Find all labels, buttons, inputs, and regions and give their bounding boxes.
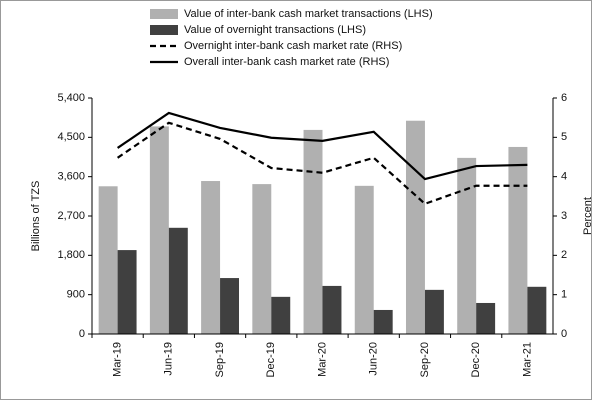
x-tick-label: Dec-20: [470, 342, 482, 377]
y-tick-label: 0: [79, 328, 85, 340]
legend-swatch: [150, 25, 178, 35]
x-tick-label: Mar-19: [112, 342, 124, 377]
line-series: [116, 111, 528, 181]
y-tick-label: 2,700: [57, 210, 85, 222]
x-tick-label: Dec-19: [265, 342, 277, 377]
x-tick-label: Jun-20: [368, 342, 380, 376]
bar: [117, 250, 137, 334]
y-tick-label: 4,500: [57, 131, 85, 143]
bar: [424, 289, 444, 334]
y2-axis-label: Percent: [582, 197, 592, 235]
bar: [168, 227, 188, 334]
x-tick-label: Sep-20: [419, 342, 431, 377]
bar: [303, 129, 323, 334]
y2-tick-label: 6: [561, 92, 567, 104]
legend-label: Overnight inter-bank cash market rate (R…: [184, 40, 402, 52]
legend-swatch: [150, 9, 178, 19]
legend-label: Value of inter-bank cash market transact…: [184, 8, 433, 20]
x-tick-label: Sep-19: [214, 342, 226, 377]
y-tick-label: 3,600: [57, 171, 85, 183]
legend-label: Value of overnight transactions (LHS): [184, 24, 366, 36]
x-tick-label: Jun-19: [163, 342, 175, 376]
y-tick-label: 900: [67, 289, 85, 301]
bar: [476, 302, 496, 334]
y2-tick-label: 3: [561, 210, 567, 222]
bar: [457, 157, 477, 334]
bar: [508, 146, 528, 334]
line-series: [116, 121, 528, 206]
y-tick-label: 1,800: [57, 249, 85, 261]
bar: [149, 126, 169, 334]
legend-label: Overall inter-bank cash market rate (RHS…: [184, 56, 389, 68]
y2-tick-label: 2: [561, 249, 567, 261]
bar: [405, 120, 425, 335]
y2-tick-label: 4: [561, 171, 567, 183]
bar: [201, 181, 221, 334]
y-tick-label: 5,400: [57, 92, 85, 104]
bar: [527, 286, 547, 334]
bar: [252, 184, 272, 334]
y2-tick-label: 5: [561, 131, 567, 143]
x-tick-label: Mar-20: [316, 342, 328, 377]
y2-tick-label: 1: [561, 289, 567, 301]
y2-tick-label: 0: [561, 328, 567, 340]
bar: [98, 186, 118, 334]
bar: [271, 296, 291, 334]
x-tick-label: Mar-21: [521, 342, 533, 377]
bar: [354, 185, 374, 334]
bar: [373, 309, 393, 334]
bar: [220, 278, 240, 334]
y-axis-label: Billions of TZS: [30, 181, 42, 252]
bar: [322, 285, 342, 334]
